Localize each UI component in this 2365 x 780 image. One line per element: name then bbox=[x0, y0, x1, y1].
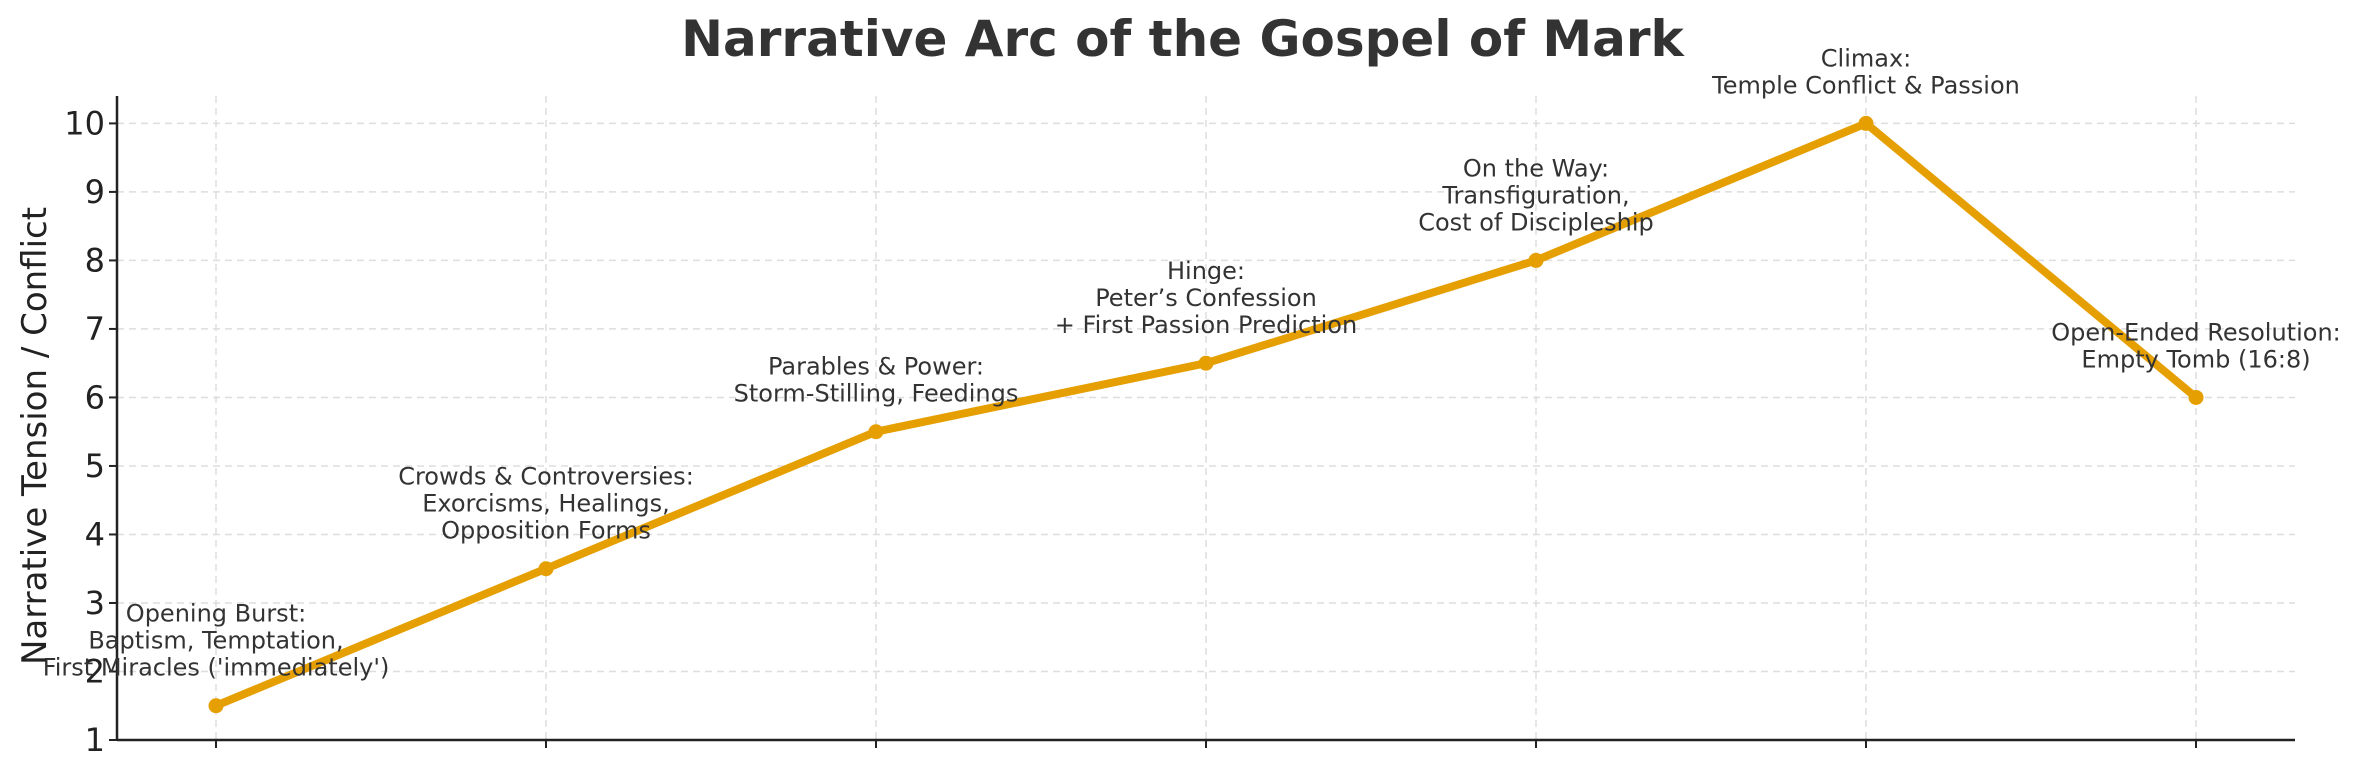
y-tick-label: 5 bbox=[85, 447, 105, 485]
point-annotation: Crowds & Controversies: Exorcisms, Healin… bbox=[398, 463, 694, 545]
data-point bbox=[538, 561, 554, 577]
data-point bbox=[208, 698, 224, 714]
point-annotation: Climax: Temple Conflict & Passion bbox=[1711, 44, 2020, 99]
y-tick-label: 10 bbox=[64, 104, 105, 142]
y-tick-label: 4 bbox=[85, 515, 105, 553]
point-annotation: Opening Burst: Baptism, Temptation, First … bbox=[43, 600, 390, 682]
y-tick-label: 1 bbox=[85, 721, 105, 759]
point-annotation: Open-Ended Resolution: Empty Tomb (16:8) bbox=[2051, 318, 2341, 373]
y-tick-label: 7 bbox=[85, 310, 105, 348]
y-tick-label: 8 bbox=[85, 241, 105, 279]
chart-title: Narrative Arc of the Gospel of Mark bbox=[681, 10, 1684, 68]
y-axis-label: Narrative Tension / Conflict bbox=[15, 207, 55, 665]
data-point bbox=[1528, 252, 1544, 268]
data-point bbox=[868, 424, 884, 440]
y-tick-label: 6 bbox=[85, 378, 105, 416]
annotations: Opening Burst: Baptism, Temptation, First … bbox=[43, 44, 2341, 681]
y-tick-label: 3 bbox=[85, 584, 105, 622]
grid bbox=[117, 96, 2295, 740]
data-point bbox=[1198, 355, 1214, 371]
point-annotation: On the Way: Transfiguration, Cost of Disci… bbox=[1418, 154, 1654, 236]
y-tick-label: 2 bbox=[85, 652, 105, 690]
y-tick-label: 9 bbox=[85, 173, 105, 211]
point-annotation: Parables & Power: Storm-Stilling, Feeding… bbox=[734, 353, 1019, 408]
point-annotation: Hinge: Peter’s Confession + First Passion … bbox=[1055, 257, 1357, 339]
data-point bbox=[2188, 389, 2204, 405]
data-point bbox=[1858, 115, 1874, 131]
axes: 1 2 3 4 5 6 7 8 9 10 bbox=[64, 96, 2295, 759]
data-points bbox=[208, 115, 2204, 714]
